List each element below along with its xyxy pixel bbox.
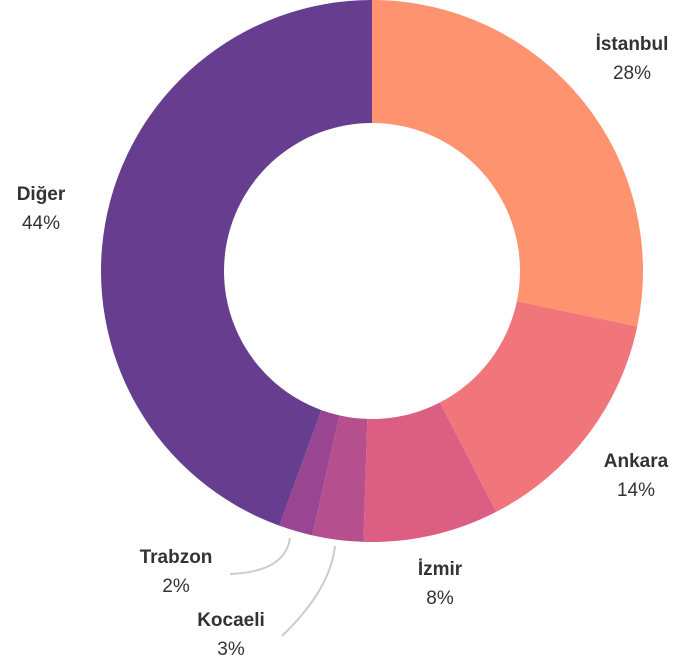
value-label: 3% (217, 639, 245, 660)
value-label: 28% (613, 63, 651, 84)
slice (439, 301, 638, 512)
slice (372, 0, 643, 327)
slice (279, 410, 340, 536)
slice-label: Ankara (604, 451, 669, 472)
slice (363, 402, 497, 543)
slice-label: Diğer (17, 184, 66, 205)
value-label: 2% (162, 576, 190, 597)
value-label: 8% (426, 588, 454, 609)
slice-label: İzmir (418, 559, 463, 580)
slice-label: İstanbul (596, 34, 669, 55)
value-label: 44% (22, 213, 60, 234)
slice-label: Kocaeli (197, 610, 265, 631)
slice-label: Trabzon (140, 547, 213, 568)
leader-line (281, 545, 336, 637)
leader-line (229, 537, 291, 575)
slice (312, 415, 368, 542)
slice (100, 0, 372, 526)
value-label: 14% (617, 480, 655, 501)
